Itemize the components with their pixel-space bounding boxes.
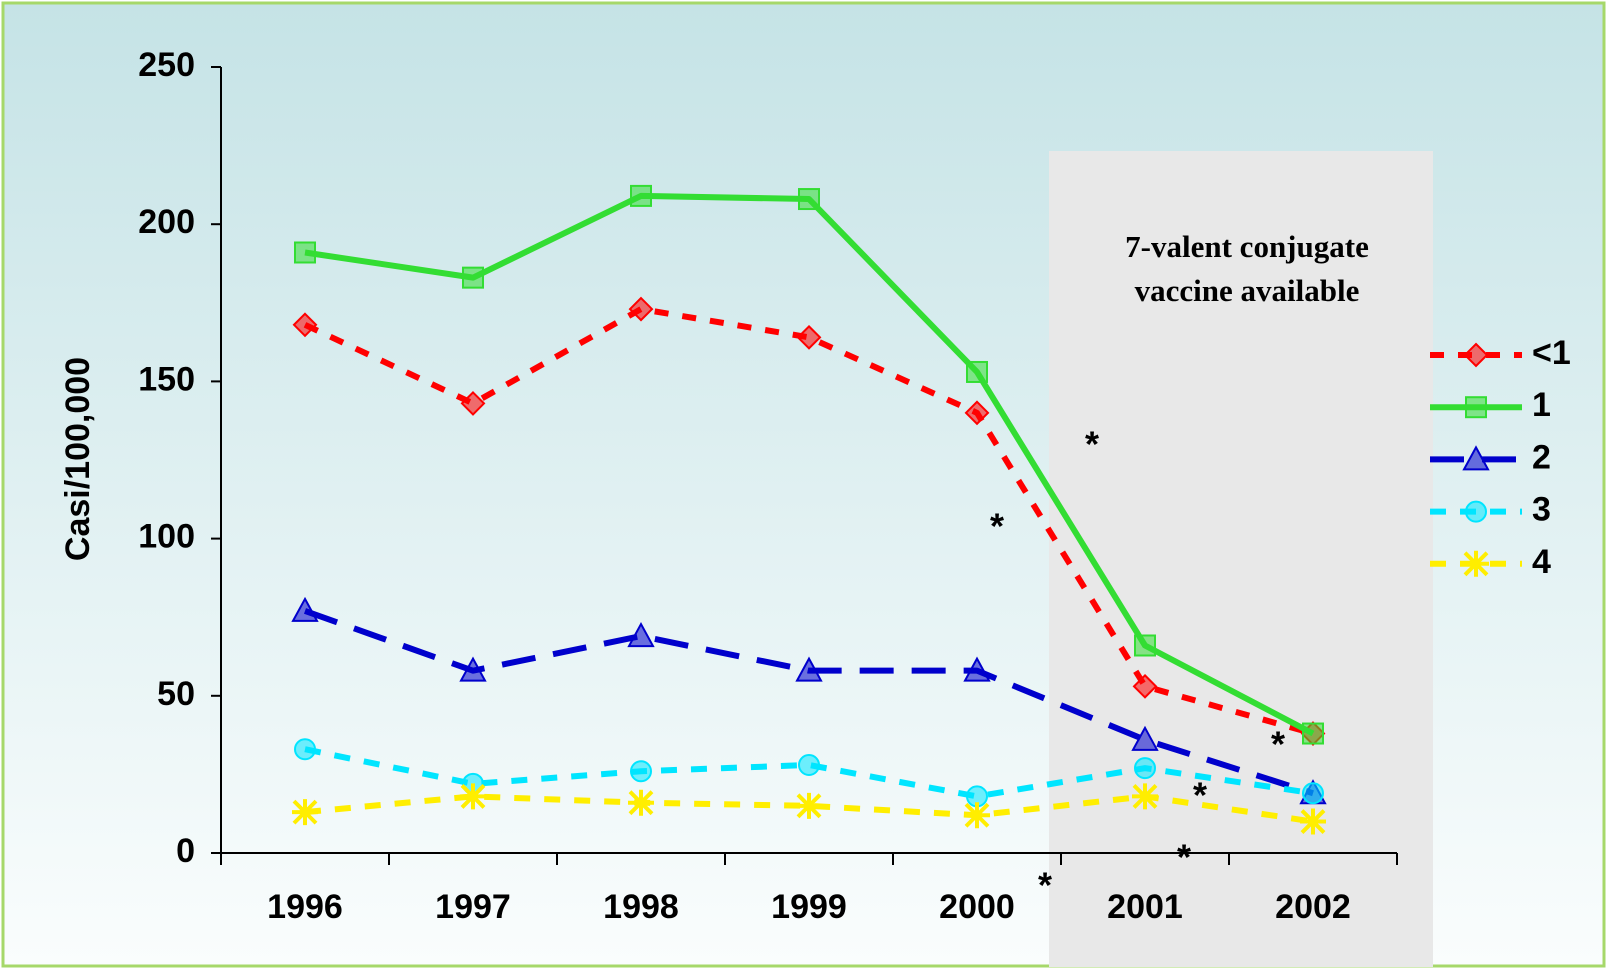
asterisk: * <box>1271 724 1285 765</box>
marker <box>628 296 654 322</box>
marker <box>1134 757 1156 780</box>
x-tick-label: 2002 <box>1275 888 1351 926</box>
marker <box>1302 722 1324 745</box>
legend-label: 3 <box>1532 491 1551 529</box>
marker <box>291 596 319 622</box>
asterisk: * <box>1085 424 1099 465</box>
marker <box>795 656 823 682</box>
y-axis-title: Casi/100,000 <box>59 357 97 561</box>
marker <box>796 324 822 350</box>
legend-label: <1 <box>1532 334 1571 372</box>
marker <box>798 753 820 776</box>
marker <box>460 390 486 416</box>
legend-label: 4 <box>1532 543 1551 581</box>
marker <box>1302 782 1324 805</box>
y-tick-label: 100 <box>138 518 195 556</box>
marker <box>1131 725 1159 751</box>
legend-label: 1 <box>1532 386 1551 424</box>
legend-marker <box>1462 445 1490 471</box>
x-tick-label: 1996 <box>267 888 343 926</box>
y-tick-label: 150 <box>138 360 195 398</box>
marker <box>627 621 655 648</box>
x-tick-label: 2000 <box>939 888 1015 926</box>
marker <box>628 789 654 816</box>
legend-marker <box>1463 342 1489 368</box>
asterisk: * <box>990 506 1004 547</box>
x-tick-label: 1998 <box>603 888 679 926</box>
marker <box>963 656 991 682</box>
legend-marker <box>1463 550 1489 577</box>
annotation: vaccine available <box>1135 273 1360 308</box>
x-tick-label: 2001 <box>1107 888 1183 926</box>
x-tick-label: 1999 <box>771 888 847 926</box>
marker <box>294 241 316 264</box>
marker <box>630 760 652 783</box>
y-tick-label: 50 <box>157 675 195 713</box>
marker <box>294 738 316 761</box>
y-tick-label: 250 <box>138 46 195 84</box>
annotation: 7-valent conjugate <box>1125 229 1369 264</box>
marker <box>292 312 318 338</box>
asterisk: * <box>1038 865 1052 906</box>
vaccine-period <box>1049 151 1433 967</box>
marker <box>796 792 822 819</box>
marker <box>462 266 484 289</box>
marker <box>1132 783 1158 810</box>
legend-label: 2 <box>1532 438 1551 476</box>
marker <box>292 799 318 826</box>
marker <box>630 184 652 207</box>
marker <box>459 656 487 682</box>
legend-marker <box>1465 500 1487 523</box>
marker <box>460 783 486 810</box>
legend-marker <box>1465 396 1487 419</box>
marker <box>798 188 820 211</box>
x-tick-label: 1997 <box>435 888 511 926</box>
marker <box>1134 634 1156 657</box>
y-tick-label: 0 <box>176 832 195 870</box>
asterisk: * <box>1177 837 1191 878</box>
y-tick-label: 200 <box>138 203 195 241</box>
asterisk: * <box>1193 775 1207 816</box>
marker <box>964 400 990 426</box>
marker <box>1132 673 1158 699</box>
marker <box>1300 808 1326 835</box>
marker <box>964 802 990 829</box>
marker <box>966 360 988 383</box>
